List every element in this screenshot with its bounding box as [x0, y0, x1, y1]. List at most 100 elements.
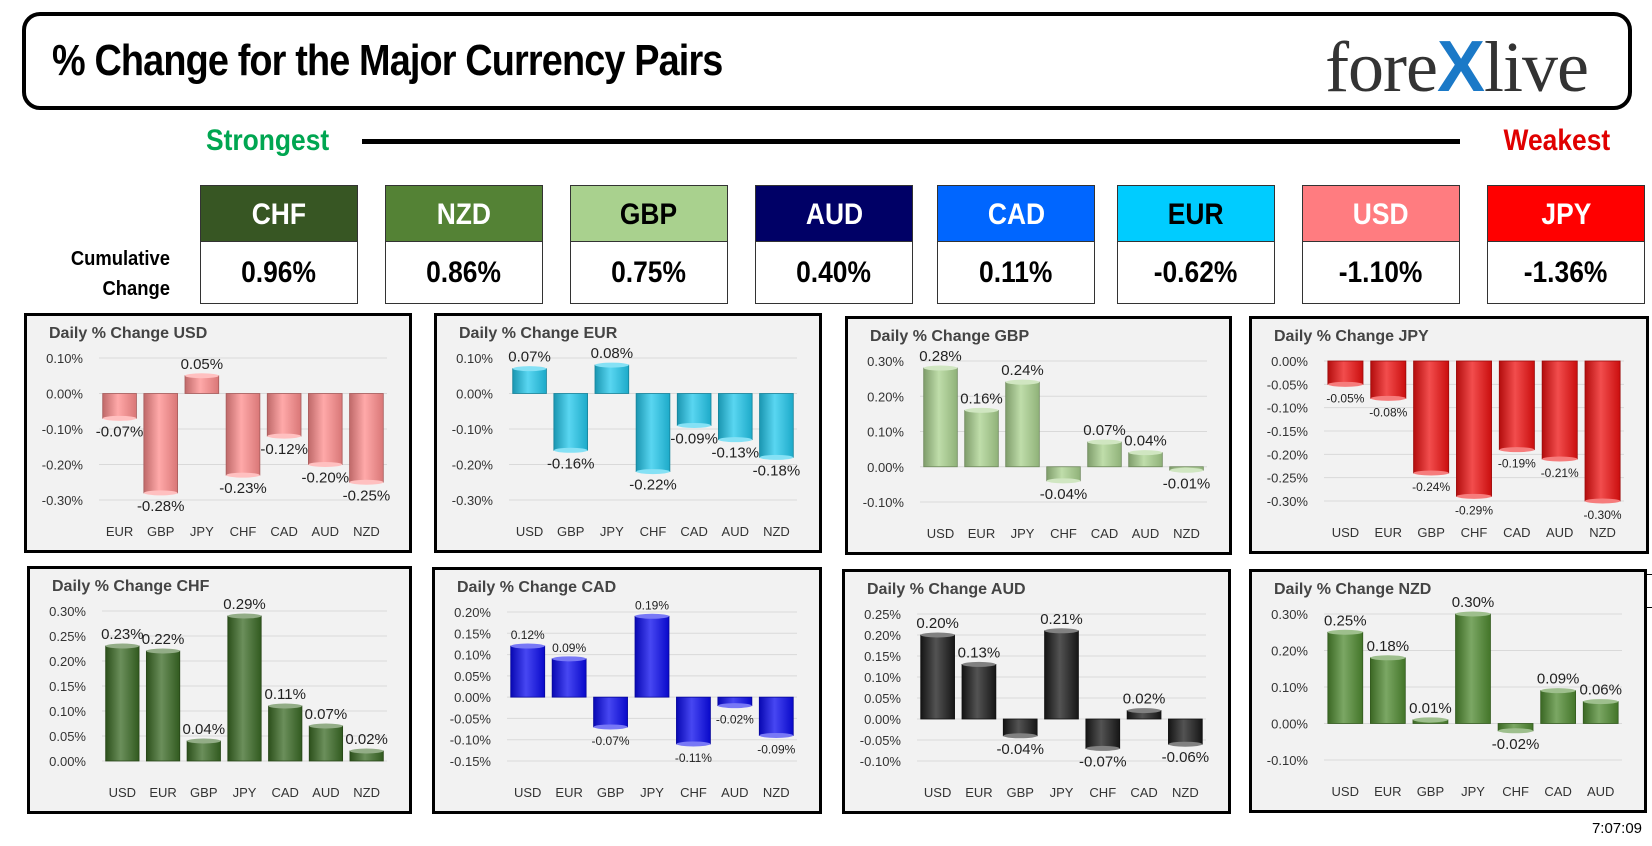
y-tick-label: 0.10% — [454, 648, 491, 663]
bar-cap — [1169, 467, 1204, 473]
data-label: -0.29% — [1455, 503, 1493, 517]
x-tick-label: NZD — [1173, 526, 1200, 541]
bar-cap — [1499, 447, 1535, 453]
currency-code-text: EUR — [1168, 198, 1224, 231]
data-label: -0.24% — [1412, 480, 1450, 494]
data-label: -0.20% — [302, 470, 350, 487]
header-box: % Change for the Major Currency Pairs fo… — [22, 12, 1632, 110]
x-tick-label: JPY — [1461, 784, 1485, 799]
bar-cap — [962, 661, 996, 667]
bar-jpy — [634, 615, 670, 698]
bar-cap — [349, 479, 384, 485]
currency-code: JPY — [1487, 185, 1645, 242]
x-tick-label: CAD — [1091, 526, 1118, 541]
bar-cap — [102, 415, 137, 421]
data-label: 0.04% — [183, 721, 226, 738]
y-tick-label: -0.05% — [860, 733, 902, 748]
bar-eur — [1370, 657, 1406, 724]
y-tick-label: 0.30% — [867, 354, 904, 369]
bar-cap — [759, 732, 794, 738]
x-tick-label: GBP — [1006, 785, 1033, 800]
y-tick-label: -0.15% — [1267, 424, 1309, 439]
y-tick-label: 0.20% — [864, 628, 901, 643]
data-label: 0.22% — [142, 631, 185, 648]
y-tick-label: 0.00% — [1271, 717, 1308, 732]
chart-panel-3: Daily % Change JPY 0.00% -0.05% -0.10% -0.15… — [1249, 316, 1649, 554]
x-tick-label: NZD — [1589, 525, 1616, 540]
x-tick-label: CAD — [271, 785, 298, 800]
currency-code: CHF — [200, 185, 358, 242]
currency-value-text: -1.36% — [1524, 256, 1608, 289]
currency-card-nzd: NZD 0.86% — [385, 185, 543, 305]
currency-card-aud: AUD 0.40% — [755, 185, 913, 305]
bar-cap — [1327, 629, 1363, 635]
x-tick-label: USD — [927, 526, 954, 541]
chart-title: Daily % Change EUR — [459, 325, 618, 342]
x-tick-label: AUD — [312, 785, 339, 800]
bar-eur — [551, 658, 587, 698]
currency-value-text: -1.10% — [1339, 256, 1423, 289]
bar-nzd — [349, 393, 384, 483]
currency-value-text: -0.62% — [1154, 256, 1238, 289]
bar-cap — [1044, 628, 1079, 634]
currency-cumulative-value: 0.86% — [385, 242, 543, 304]
ranking-line — [362, 139, 1460, 144]
chart-svg: Daily % Change NZD 0.30% 0.20% 0.10% 0.00% -0… — [1267, 581, 1622, 799]
bar-cap — [1005, 379, 1040, 385]
chart-svg: Daily % Change EUR 0.10% 0.00% -0.10% -0.20%… — [452, 325, 800, 539]
x-tick-label: NZD — [353, 524, 380, 539]
currency-cumulative-value: 0.96% — [200, 242, 358, 304]
cumulative-label-line1: Cumulative — [70, 248, 170, 270]
data-label: -0.22% — [629, 477, 677, 494]
currency-cumulative-value: -0.62% — [1117, 242, 1275, 304]
data-label: 0.28% — [919, 348, 962, 365]
x-tick-label: EUR — [968, 526, 995, 541]
data-label: -0.19% — [1498, 457, 1536, 471]
data-label: -0.11% — [675, 751, 712, 765]
data-label: -0.28% — [137, 498, 185, 515]
currency-card-cad: CAD 0.11% — [937, 185, 1095, 305]
y-tick-label: 0.10% — [864, 670, 901, 685]
x-tick-label: CHF — [230, 524, 257, 539]
data-label: 0.21% — [1040, 611, 1083, 628]
data-label: -0.04% — [1040, 486, 1088, 503]
currency-code: EUR — [1117, 185, 1275, 242]
x-tick-label: EUR — [965, 785, 992, 800]
chart-svg: Daily % Change USD 0.10% 0.00% -0.10% -0.20%… — [42, 325, 390, 539]
x-tick-label: GBP — [1417, 525, 1444, 540]
bar-cap — [1370, 395, 1406, 401]
bar-eur — [964, 409, 999, 468]
bar-usd — [920, 634, 955, 720]
data-label: -0.01% — [1163, 475, 1211, 492]
currency-code-text: GBP — [620, 198, 678, 231]
bar-cad — [676, 393, 712, 426]
y-tick-label: -0.10% — [863, 495, 905, 510]
data-label: 0.01% — [1409, 700, 1452, 717]
chart-title: Daily % Change CAD — [457, 579, 616, 596]
bar-nzd — [759, 393, 794, 458]
bar-nzd — [1584, 360, 1621, 502]
x-tick-label: CHF — [1050, 526, 1077, 541]
x-tick-label: USD — [516, 524, 543, 539]
bar-jpy — [594, 364, 630, 394]
bar-eur — [961, 664, 997, 720]
bar-gbp — [186, 740, 221, 762]
bar-cap — [677, 422, 712, 428]
bar-cap — [227, 613, 262, 619]
x-tick-label: AUD — [1546, 525, 1573, 540]
y-tick-label: 0.20% — [49, 654, 86, 669]
x-tick-label: AUD — [1132, 526, 1159, 541]
data-label: -0.05% — [1326, 391, 1364, 405]
x-tick-label: USD — [1332, 525, 1359, 540]
y-tick-label: -0.10% — [452, 422, 494, 437]
bar-cap — [349, 748, 384, 754]
x-tick-label: EUR — [555, 785, 582, 800]
bar-cap — [1456, 493, 1492, 499]
bar-chf — [225, 393, 261, 476]
currency-code: AUD — [755, 185, 913, 242]
bar-cap — [510, 643, 545, 649]
bar-aud — [1582, 701, 1619, 724]
x-tick-label: JPY — [190, 524, 214, 539]
bar-eur — [1370, 360, 1407, 399]
bar-aud — [1541, 360, 1578, 460]
